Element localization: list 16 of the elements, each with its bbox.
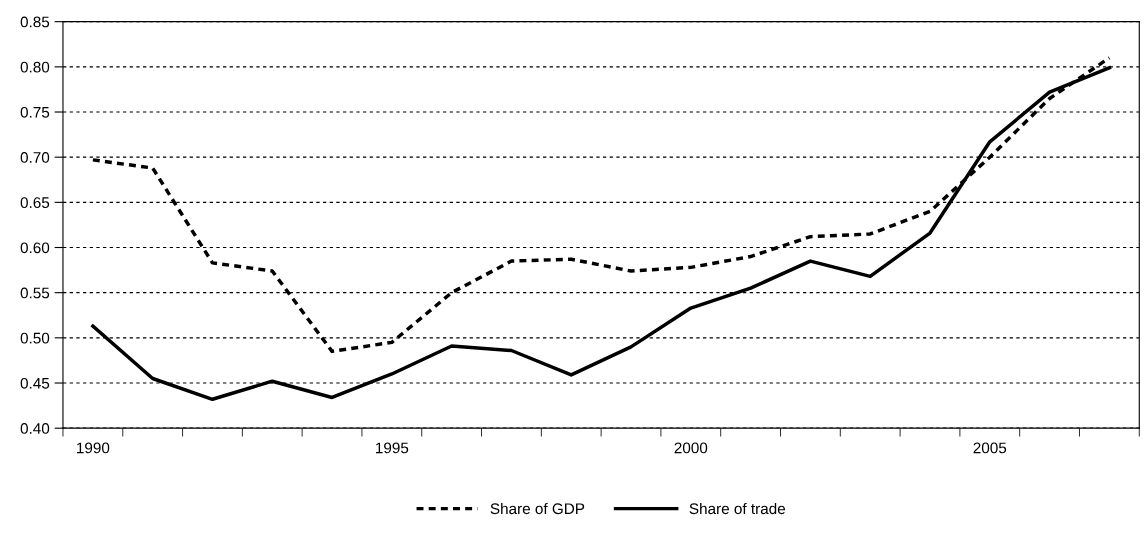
y-tick-label: 0.75 bbox=[20, 106, 50, 118]
x-tick-label: 2000 bbox=[674, 442, 708, 454]
y-tick-label: 0.40 bbox=[20, 423, 50, 434]
y-tick-label: 0.85 bbox=[20, 16, 50, 28]
legend-label: Share of trade bbox=[689, 502, 786, 515]
x-tick-label: 2005 bbox=[973, 442, 1007, 454]
y-tick-label: 0.70 bbox=[20, 152, 50, 163]
x-tick-label: 1990 bbox=[77, 442, 110, 454]
y-tick-label: 0.45 bbox=[20, 377, 50, 389]
y-tick-label: 0.60 bbox=[20, 242, 50, 254]
legend-label: Share of GDP bbox=[490, 502, 585, 515]
x-tick-label: 1995 bbox=[376, 442, 409, 454]
y-tick-label: 0.65 bbox=[20, 197, 50, 209]
y-tick-label: 0.50 bbox=[20, 332, 50, 344]
y-tick-label: 0.55 bbox=[20, 287, 50, 299]
y-tick-label: 0.80 bbox=[20, 61, 50, 73]
